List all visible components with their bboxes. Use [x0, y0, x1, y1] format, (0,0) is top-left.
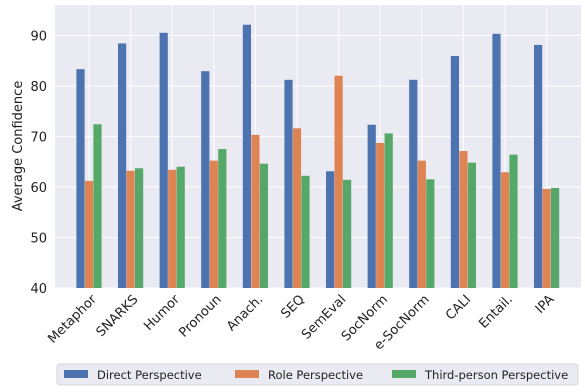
bar-1-11 — [542, 188, 551, 288]
bar-1-6 — [334, 75, 343, 288]
legend-box — [56, 363, 579, 386]
bar-2-6 — [343, 179, 352, 288]
bar-0-3 — [201, 71, 210, 288]
bar-1-7 — [376, 142, 385, 288]
bar-0-9 — [450, 56, 459, 288]
bar-0-0 — [76, 69, 85, 288]
bar-1-5 — [292, 128, 302, 288]
x-tick-label: IPA — [533, 292, 558, 317]
x-tick-label: Metaphor — [45, 292, 100, 347]
x-tick-label: SEQ — [278, 292, 307, 321]
x-tick-label: Anach. — [224, 292, 266, 334]
legend-swatch — [64, 370, 88, 378]
bar-0-10 — [492, 33, 501, 288]
bar-2-4 — [259, 163, 268, 288]
bar-1-8 — [417, 160, 426, 288]
bar-0-4 — [242, 24, 251, 289]
bar-1-4 — [251, 134, 260, 288]
bar-2-2 — [176, 166, 185, 288]
bar-1-10 — [500, 172, 510, 288]
bar-0-6 — [326, 171, 335, 288]
bar-2-10 — [509, 154, 518, 288]
bar-2-1 — [135, 168, 144, 288]
bar-0-11 — [534, 44, 543, 288]
x-tick-label: Entail. — [476, 292, 516, 332]
y-tick-label: 90 — [30, 29, 47, 44]
bar-2-11 — [551, 187, 560, 288]
x-tick-label: Humor — [141, 292, 183, 334]
x-tick-label: SNARKS — [94, 292, 142, 340]
bar-2-8 — [426, 179, 435, 288]
y-axis-label: Average Confidence — [11, 81, 26, 212]
legend-swatch — [392, 370, 416, 378]
bar-1-1 — [126, 170, 135, 288]
bar-series — [76, 24, 560, 289]
y-tick-label: 50 — [30, 231, 47, 246]
legend-label: Role Perspective — [268, 368, 363, 382]
legend-swatch — [235, 370, 259, 378]
bar-1-9 — [459, 151, 468, 288]
y-tick-labels: 40 50 60 70 80 90 — [30, 29, 47, 297]
bar-2-5 — [301, 175, 310, 288]
bar-1-0 — [84, 180, 94, 288]
bar-2-7 — [384, 133, 393, 288]
x-tick-label: CALI — [443, 292, 474, 323]
bar-2-3 — [218, 149, 227, 288]
y-tick-label: 70 — [30, 130, 47, 145]
y-tick-label: 40 — [30, 282, 47, 297]
x-tick-label: Pronoun — [176, 292, 224, 340]
y-tick-label: 80 — [30, 80, 47, 95]
legend-label: Direct Perspective — [97, 368, 202, 382]
bar-0-2 — [159, 32, 168, 288]
legend-label: Third-person Perspective — [424, 368, 568, 382]
bar-2-9 — [467, 162, 476, 288]
bar-1-3 — [209, 160, 218, 288]
bar-1-2 — [168, 169, 177, 288]
bar-0-5 — [284, 79, 293, 289]
bar-0-7 — [367, 124, 376, 288]
bar-0-1 — [118, 43, 127, 289]
legend: Direct Perspective Role Perspective Third-… — [56, 363, 579, 386]
bar-2-0 — [93, 124, 102, 288]
y-tick-label: 60 — [30, 181, 47, 196]
bar-0-8 — [409, 79, 418, 289]
